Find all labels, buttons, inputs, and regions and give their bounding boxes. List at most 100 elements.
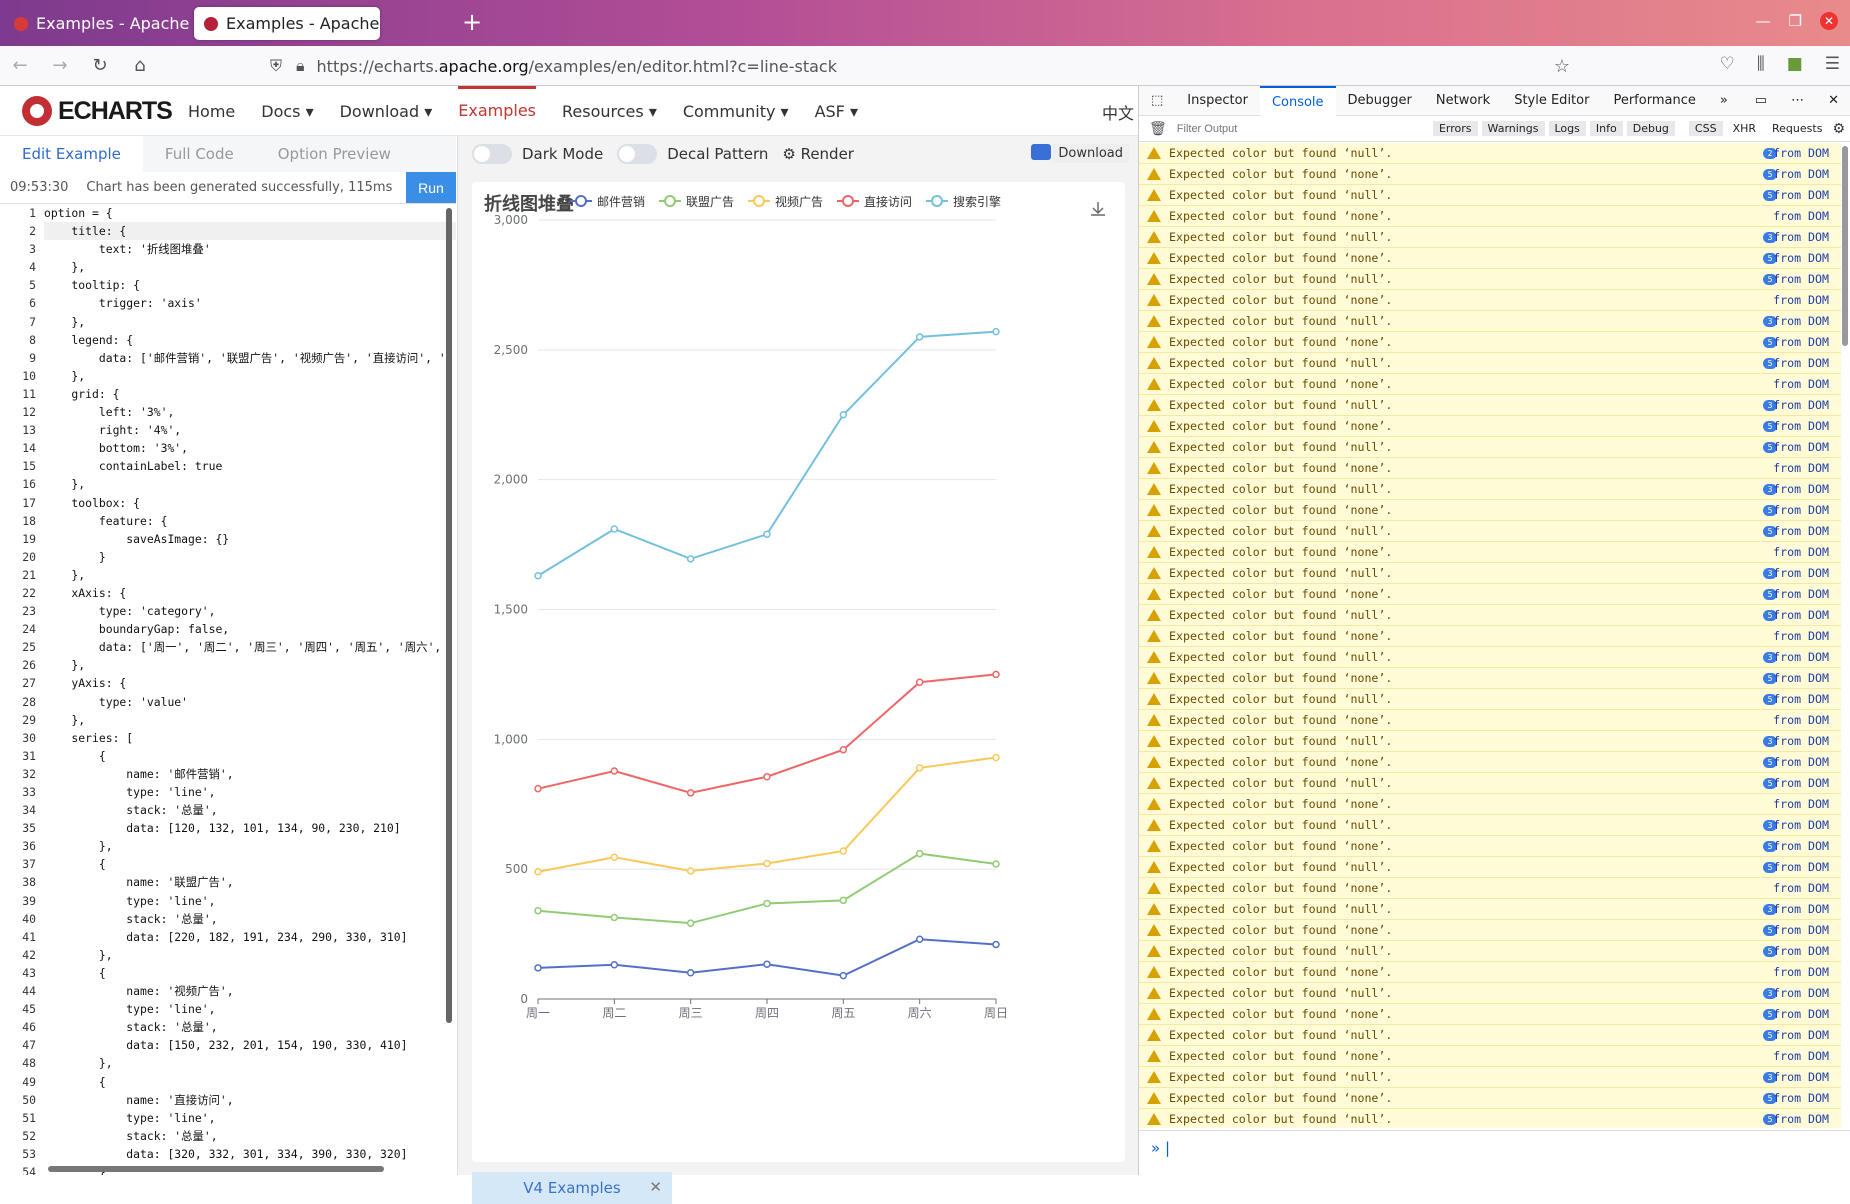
data-point[interactable] (915, 678, 924, 686)
code-line[interactable]: 45 type: 'line', (0, 1000, 456, 1019)
tab-performance[interactable]: Performance (1613, 92, 1696, 108)
message-source-link[interactable]: from DOM (1773, 334, 1829, 349)
code-line[interactable]: 28 type: 'value' (0, 692, 456, 711)
message-source-link[interactable]: from DOM (1773, 313, 1829, 328)
message-source-link[interactable]: from DOM (1773, 649, 1829, 664)
code-line[interactable]: 23 type: 'category', (0, 602, 456, 621)
message-source-link[interactable]: from DOM (1773, 586, 1829, 601)
message-source-link[interactable]: from DOM (1773, 1111, 1829, 1126)
console-warning[interactable]: Expected color but found ‘none’. from DOM (1139, 962, 1841, 983)
code-line[interactable]: 49 { (0, 1072, 456, 1091)
run-button[interactable]: Run (406, 172, 456, 203)
browser-tab-2[interactable]: Examples - Apache ECharts ✕ (194, 7, 380, 40)
code-line[interactable]: 11 grid: { (0, 384, 456, 404)
code-line[interactable]: 53 data: [320, 332, 301, 334, 390, 330, … (0, 1144, 456, 1163)
data-point[interactable] (915, 849, 924, 858)
minimize-icon[interactable]: — (1755, 12, 1771, 30)
console-warning[interactable]: Expected color but found ‘null’. 5 from DO… (1139, 437, 1841, 458)
message-source-link[interactable]: from DOM (1773, 208, 1829, 223)
code-line[interactable]: 32 name: '邮件营销', (0, 764, 456, 783)
console-warning[interactable]: Expected color but found ‘null’. 3 from DO… (1139, 1067, 1841, 1088)
filter-errors[interactable]: Errors (1432, 121, 1478, 136)
code-line[interactable]: 38 name: '联盟广告', (0, 873, 456, 892)
filter-css[interactable]: CSS (1688, 121, 1723, 136)
console-warning[interactable]: Expected color but found ‘none’. 5 from DO… (1139, 584, 1841, 605)
legend-label[interactable]: 联盟广告 (686, 195, 734, 209)
console-warning[interactable]: Expected color but found ‘none’. 5 from DO… (1139, 248, 1841, 269)
console-warning[interactable]: Expected color but found ‘none’. 5 from DO… (1139, 332, 1841, 353)
code-line[interactable]: 34 stack: '总量', (0, 801, 456, 820)
message-source-link[interactable]: from DOM (1773, 187, 1829, 202)
message-source-link[interactable]: from DOM (1773, 145, 1829, 160)
browser-tab-1[interactable]: Examples - Apache ECharts ✕ (4, 7, 190, 40)
v4-examples-banner[interactable]: V4 Examples ✕ (472, 1172, 672, 1204)
console-warning[interactable]: Expected color but found ‘null’. 5 from DO… (1139, 269, 1841, 290)
echarts-logo[interactable]: ECHARTS (22, 96, 173, 126)
console-settings-icon[interactable]: ⚙ (1832, 120, 1845, 137)
series-line-4[interactable] (537, 330, 997, 577)
legend-marker[interactable] (664, 195, 676, 207)
message-source-link[interactable]: from DOM (1773, 733, 1829, 748)
code-line[interactable]: 33 type: 'line', (0, 783, 456, 802)
code-line[interactable]: 15 containLabel: true (0, 457, 456, 476)
code-line[interactable]: 7 }, (0, 312, 456, 331)
message-source-link[interactable]: from DOM (1773, 859, 1829, 874)
code-line[interactable]: 19 saveAsImage: {} (0, 529, 456, 548)
code-line[interactable]: 12 left: '3%', (0, 403, 456, 422)
tab-option-preview[interactable]: Option Preview (277, 145, 391, 163)
url-bar[interactable]: ⛨ 🔒︎ https://echarts. apache.org/examples… (270, 50, 1570, 82)
console-warning[interactable]: Expected color but found ‘null’. 5 from DO… (1139, 1025, 1841, 1046)
data-point[interactable] (686, 789, 695, 797)
tab-inspector[interactable]: Inspector (1187, 92, 1248, 108)
data-point[interactable] (610, 853, 619, 861)
console-warning[interactable]: Expected color but found ‘none’. from DOM (1139, 458, 1841, 479)
message-source-link[interactable]: from DOM (1773, 250, 1829, 265)
screenshot-camera-icon[interactable] (1031, 144, 1051, 160)
menu-download[interactable]: Download ▾ (339, 101, 433, 121)
code-line[interactable]: 6 trigger: 'axis' (0, 294, 456, 313)
tab-network[interactable]: Network (1435, 92, 1491, 108)
code-line[interactable]: 25 data: ['周一', '周二', '周三', '周四', '周五', … (0, 638, 456, 657)
filter-debug[interactable]: Debug (1626, 121, 1675, 136)
message-source-link[interactable]: from DOM (1773, 796, 1829, 811)
code-editor[interactable]: 1 option = {2 title: {3 text: '折线图堆叠' 4 },… (0, 204, 456, 1175)
pick-element-icon[interactable]: ⬚ (1151, 92, 1164, 108)
code-line[interactable]: 44 name: '视频广告', (0, 982, 456, 1001)
console-warning[interactable]: Expected color but found ‘none’. from DOM (1139, 1046, 1841, 1067)
code-line[interactable]: 14 bottom: '3%', (0, 439, 456, 458)
console-warning[interactable]: Expected color but found ‘null’. 5 from DO… (1139, 185, 1841, 206)
console-warning[interactable]: Expected color but found ‘null’. 5 from DO… (1139, 773, 1841, 794)
data-point[interactable] (763, 859, 771, 868)
data-point[interactable] (992, 670, 1000, 679)
data-point[interactable] (992, 860, 1000, 868)
message-source-link[interactable]: from DOM (1773, 712, 1829, 727)
filter-requests[interactable]: Requests (1772, 122, 1823, 135)
console-warning[interactable]: Expected color but found ‘null’. 3 from DO… (1139, 983, 1841, 1004)
console-warning[interactable]: Expected color but found ‘none’. 5 from DO… (1139, 836, 1841, 857)
data-point[interactable] (686, 867, 695, 875)
console-warning[interactable]: Expected color but found ‘null’. 3 from DO… (1139, 899, 1841, 920)
tab-full-code[interactable]: Full Code (164, 145, 234, 163)
filter-warnings[interactable]: Warnings (1481, 121, 1545, 136)
console-scrollbar[interactable] (1842, 146, 1848, 346)
decal-pattern-toggle[interactable] (617, 144, 658, 164)
data-point[interactable] (610, 913, 619, 922)
tab-style-editor[interactable]: Style Editor (1514, 92, 1590, 108)
code-line[interactable]: 1 option = { (0, 204, 456, 223)
code-line[interactable]: 52 stack: '总量', (0, 1126, 456, 1145)
code-line[interactable]: 50 name: '直接访问', (0, 1090, 456, 1109)
code-line[interactable]: 16 }, (0, 475, 456, 494)
console-warning[interactable]: Expected color but found ‘null’. 3 from DO… (1139, 227, 1841, 248)
reload-icon[interactable]: ↻ (92, 55, 108, 76)
render-button[interactable]: ⚙ Render (782, 145, 854, 163)
code-line[interactable]: 47 data: [150, 232, 201, 154, 190, 330, … (0, 1036, 456, 1055)
data-point[interactable] (992, 940, 1000, 949)
message-source-link[interactable]: from DOM (1773, 460, 1829, 475)
code-line[interactable]: 5 tooltip: { (0, 276, 456, 295)
trash-icon[interactable]: 🗑︎ (1149, 120, 1167, 137)
message-source-link[interactable]: from DOM (1773, 1027, 1829, 1042)
code-line[interactable]: 13 right: '4%', (0, 421, 456, 440)
code-line[interactable]: 27 yAxis: { (0, 674, 456, 693)
code-line[interactable]: 31 { (0, 746, 456, 765)
message-source-link[interactable]: from DOM (1773, 754, 1829, 769)
